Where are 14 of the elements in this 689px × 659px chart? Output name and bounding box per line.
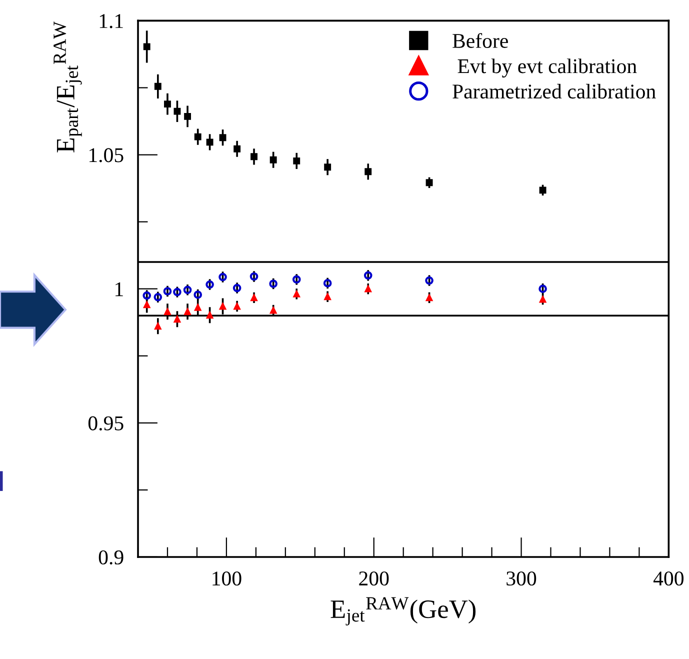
y-tick-label: 1.05 — [89, 148, 124, 162]
x-tick-label: 100 — [212, 571, 242, 586]
y-tick-label: 1 — [116, 282, 123, 296]
x-tick-label: 400 — [653, 571, 684, 586]
legend-label: Evt by evt calibration — [458, 58, 637, 78]
y-axis-title: E$_{part}$/E$_{jet}$$^{RAW}$ — [54, 22, 82, 152]
legend-label: Before — [452, 33, 508, 48]
x-tick-label: 300 — [506, 571, 536, 586]
legend-label: Parametrized calibration — [452, 84, 656, 99]
x-tick-label: 200 — [359, 571, 389, 586]
y-tick-label: 1.1 — [100, 14, 123, 28]
y-tick-label: 0.95 — [88, 416, 124, 430]
y-tick-label: 0.9 — [98, 550, 124, 565]
x-axis-title: E$_{jet}$$^{RAW}$(GeV) — [330, 597, 476, 626]
